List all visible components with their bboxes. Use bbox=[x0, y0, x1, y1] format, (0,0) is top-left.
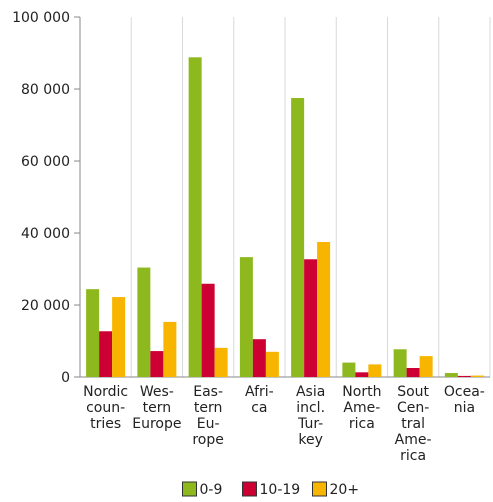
legend-swatch bbox=[312, 481, 327, 497]
bar bbox=[86, 289, 100, 377]
bar bbox=[368, 364, 382, 377]
x-tick-label: North bbox=[342, 384, 381, 400]
x-tick-label: ca bbox=[251, 400, 267, 416]
y-tick-label: 0 bbox=[61, 370, 70, 386]
legend-label: 10-19 bbox=[260, 482, 301, 498]
bar bbox=[239, 257, 253, 377]
y-tick-label: 20 000 bbox=[21, 298, 70, 314]
bar bbox=[137, 267, 151, 377]
x-tick-label: coun- bbox=[86, 400, 125, 416]
x-tick-label: Tur- bbox=[297, 416, 323, 432]
x-tick-label: rica bbox=[400, 448, 426, 464]
bar bbox=[470, 375, 484, 377]
x-tick-label: Wes- bbox=[140, 384, 174, 400]
bar bbox=[188, 57, 202, 377]
x-tick-label: rica bbox=[349, 416, 375, 432]
x-tick-label: Europe bbox=[132, 416, 181, 432]
x-tick-label: Nordic bbox=[83, 384, 128, 400]
bar bbox=[457, 375, 471, 377]
y-tick-label: 80 000 bbox=[21, 82, 70, 98]
x-tick-label: Sout bbox=[397, 384, 429, 400]
x-tick-label: key bbox=[298, 432, 323, 448]
bar bbox=[150, 351, 164, 377]
bar bbox=[99, 331, 113, 377]
legend-label: 20+ bbox=[330, 482, 360, 498]
x-tick-label: tries bbox=[90, 416, 121, 432]
x-tick-label: rope bbox=[192, 432, 224, 448]
bar bbox=[393, 349, 407, 377]
x-tick-label: Ame- bbox=[343, 400, 380, 416]
bar bbox=[112, 297, 126, 377]
y-tick-label: 40 000 bbox=[21, 226, 70, 242]
x-tick-label: Eas- bbox=[193, 384, 223, 400]
bar bbox=[355, 372, 369, 377]
x-tick-label: Cen- bbox=[397, 400, 429, 416]
bar bbox=[291, 98, 305, 377]
bar bbox=[444, 373, 458, 377]
bar bbox=[214, 347, 228, 377]
bar bbox=[163, 321, 177, 377]
x-tick-label: Ame- bbox=[395, 432, 432, 448]
y-tick-label: 100 000 bbox=[12, 10, 70, 26]
y-tick-label: 60 000 bbox=[21, 154, 70, 170]
x-tick-label: tern bbox=[194, 400, 223, 416]
bar bbox=[317, 242, 331, 377]
bar bbox=[304, 259, 318, 377]
x-tick-label: tral bbox=[401, 416, 425, 432]
x-tick-label: nia bbox=[454, 400, 475, 416]
bar bbox=[252, 339, 266, 377]
x-tick-label: incl. bbox=[296, 400, 325, 416]
x-tick-label: Ocea- bbox=[444, 384, 485, 400]
x-tick-label: Asia bbox=[296, 384, 325, 400]
legend-label: 0-9 bbox=[200, 482, 223, 498]
bar bbox=[265, 351, 279, 377]
bar bbox=[342, 362, 356, 377]
x-tick-label: Eu- bbox=[197, 416, 220, 432]
bar bbox=[406, 368, 420, 377]
x-tick-label: tern bbox=[143, 400, 172, 416]
x-tick-label: Afri- bbox=[245, 384, 274, 400]
bar bbox=[201, 283, 215, 377]
legend-swatch bbox=[182, 481, 197, 497]
bar bbox=[419, 356, 433, 377]
legend-swatch bbox=[242, 481, 257, 497]
